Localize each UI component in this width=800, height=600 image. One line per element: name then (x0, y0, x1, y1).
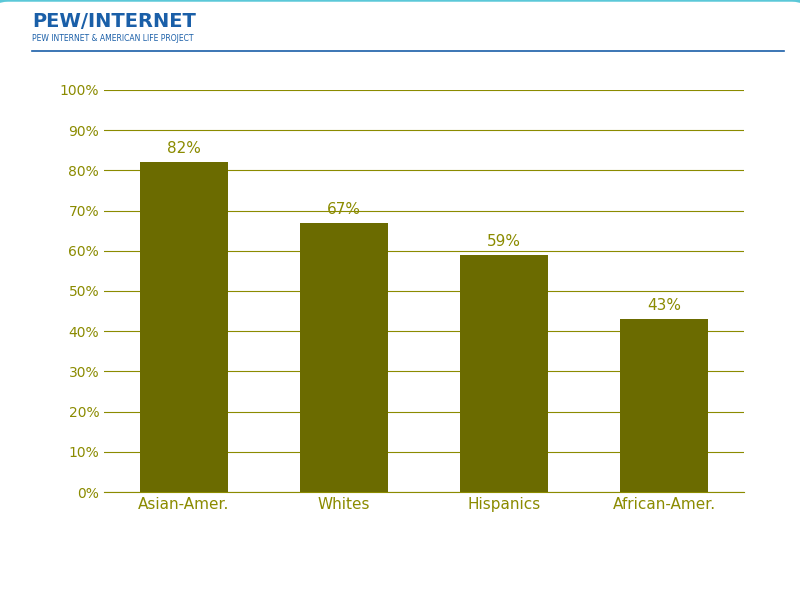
Text: 82%: 82% (167, 142, 201, 157)
Text: 59%: 59% (487, 234, 521, 249)
Bar (620, 319, 708, 492)
Text: 43%: 43% (647, 298, 681, 313)
Text: PEW INTERNET & AMERICAN LIFE PROJECT: PEW INTERNET & AMERICAN LIFE PROJECT (32, 34, 194, 43)
Text: 67%: 67% (327, 202, 361, 217)
Bar (460, 255, 548, 492)
Bar (140, 163, 228, 492)
Text: PEW/INTERNET: PEW/INTERNET (32, 12, 196, 31)
Bar (300, 223, 388, 492)
